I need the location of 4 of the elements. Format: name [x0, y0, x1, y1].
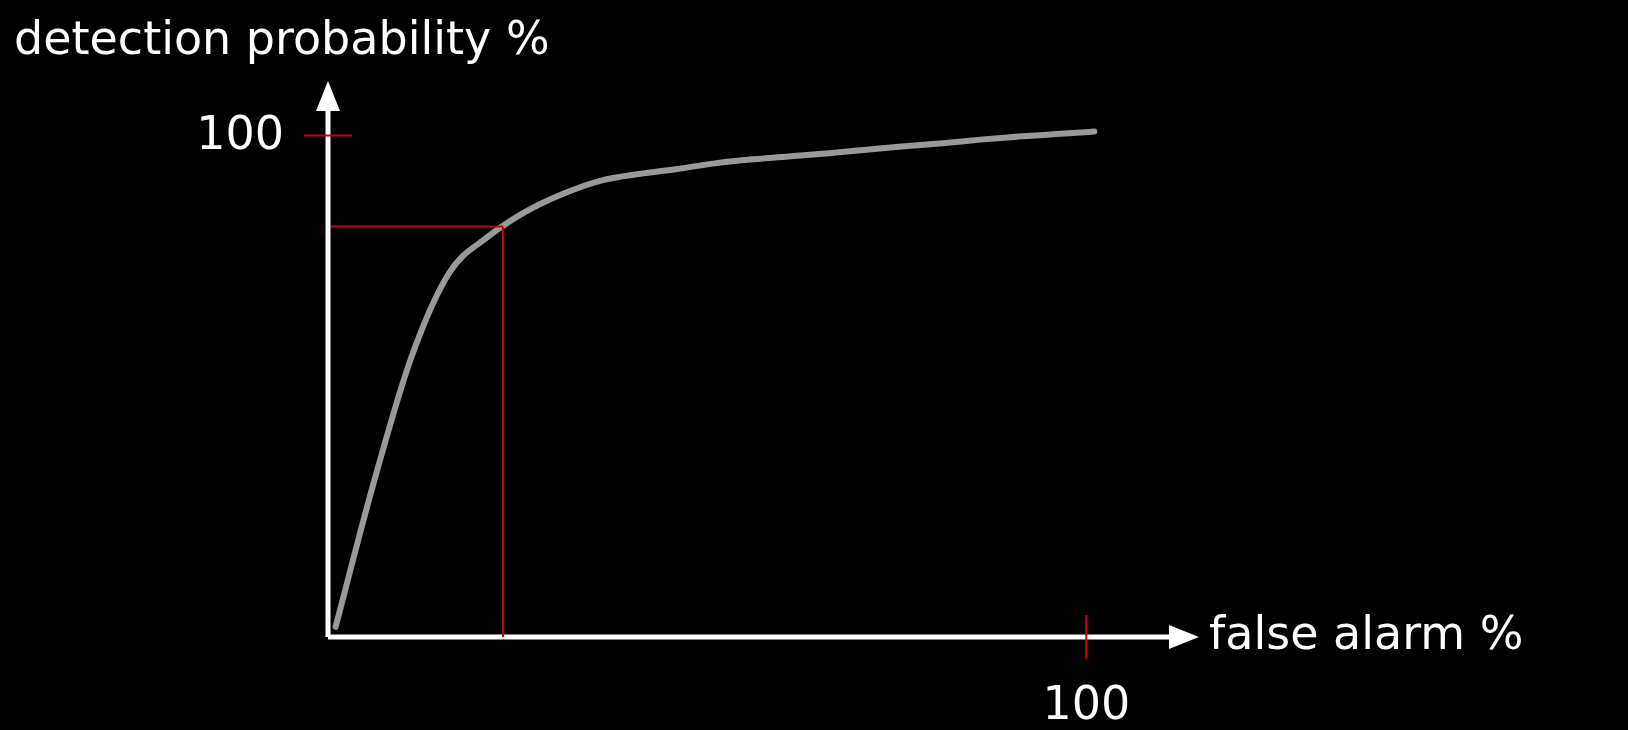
x-axis-title: false alarm % [1209, 605, 1524, 660]
chart-title: detection probability % [14, 11, 550, 65]
text: 100 [1042, 675, 1131, 730]
text: 100 [196, 106, 284, 161]
